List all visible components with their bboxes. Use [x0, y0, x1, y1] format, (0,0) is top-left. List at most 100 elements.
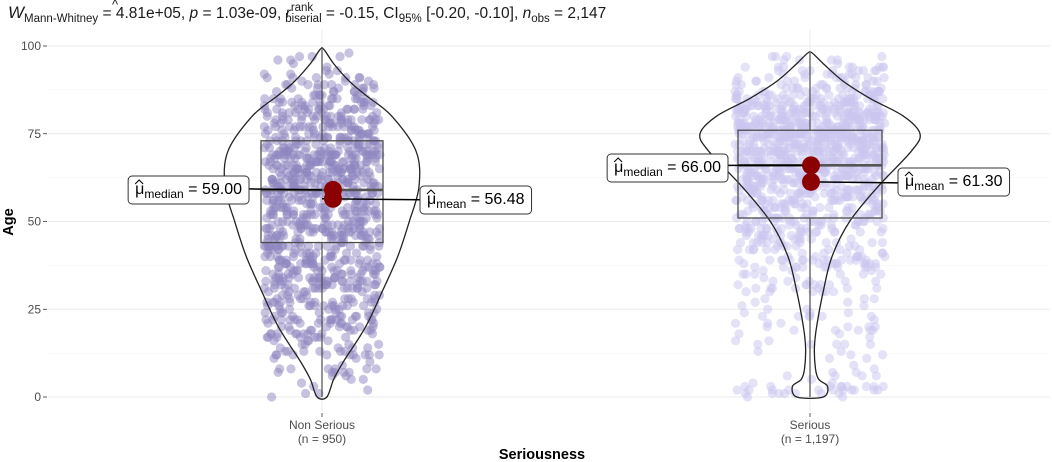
data-point: [272, 329, 283, 339]
data-point: [369, 318, 379, 328]
data-point: [863, 73, 873, 83]
data-point: [335, 230, 345, 241]
mean-point: [324, 189, 342, 208]
data-point: [801, 118, 811, 128]
data-point: [789, 76, 800, 86]
data-point: [297, 101, 307, 111]
data-point: [853, 325, 863, 335]
hat-accent: [904, 171, 914, 177]
data-point: [731, 336, 741, 346]
data-point: [826, 55, 837, 65]
data-point: [879, 150, 889, 160]
data-point: [362, 283, 372, 293]
data-point: [797, 66, 808, 76]
data-point: [269, 336, 279, 346]
data-point: [357, 115, 367, 125]
box: [737, 129, 883, 219]
y-tick-label: 50: [28, 215, 42, 229]
data-point: [282, 202, 292, 213]
data-point: [290, 245, 300, 255]
y-tick-label: 75: [28, 127, 42, 141]
data-point: [840, 276, 850, 286]
data-point: [346, 227, 356, 237]
data-point: [843, 322, 853, 332]
data-point: [301, 388, 311, 399]
data-point: [286, 55, 296, 65]
data-point: [758, 230, 768, 241]
data-point: [338, 301, 348, 311]
data-point: [269, 353, 279, 363]
data-point: [824, 202, 834, 213]
data-point: [307, 122, 317, 132]
data-point: [362, 364, 372, 374]
data-point: [368, 259, 378, 269]
data-point: [324, 122, 334, 132]
r-sup: rank: [291, 2, 314, 14]
data-point: [779, 185, 789, 195]
data-point: [358, 104, 368, 114]
data-point: [835, 269, 846, 279]
data-point: [284, 146, 294, 156]
data-point: [374, 339, 384, 349]
data-point: [280, 346, 290, 356]
data-point: [266, 153, 276, 163]
data-point: [850, 185, 860, 195]
data-point: [768, 276, 778, 286]
data-point: [858, 269, 869, 279]
data-point: [309, 381, 319, 392]
data-point: [808, 255, 818, 265]
data-point: [870, 262, 881, 272]
data-point: [733, 280, 743, 290]
data-point: [365, 227, 375, 237]
stat-label: μmedian = 59.00: [127, 175, 250, 205]
data-point: [748, 378, 758, 388]
data-point: [827, 378, 837, 388]
data-point: [375, 223, 385, 234]
data-point: [274, 269, 284, 279]
data-point: [347, 315, 358, 325]
data-point: [818, 80, 828, 90]
y-axis: 0 25 50 75 100: [21, 39, 47, 404]
data-point: [869, 315, 879, 325]
data-point: [375, 150, 385, 160]
data-point: [871, 171, 881, 181]
data-point: [877, 238, 888, 248]
data-point: [764, 195, 774, 205]
data-point: [335, 51, 345, 62]
data-point: [350, 206, 360, 216]
data-point: [828, 367, 838, 377]
data-point: [800, 202, 810, 213]
data-point: [826, 132, 836, 142]
data-point: [335, 318, 345, 328]
data-point: [843, 94, 853, 104]
mu-symbol: μ: [614, 159, 623, 176]
data-point: [767, 51, 777, 62]
data-point: [859, 294, 869, 304]
data-point: [322, 62, 332, 72]
n-sub: obs: [531, 13, 550, 25]
data-point: [344, 339, 354, 349]
data-point: [284, 322, 294, 332]
mu-symbol: μ: [427, 191, 436, 208]
data-point: [800, 73, 810, 83]
data-point: [362, 199, 372, 209]
data-point: [807, 206, 818, 216]
data-point: [316, 315, 326, 325]
data-point: [785, 255, 795, 265]
data-point: [349, 87, 359, 97]
data-point: [878, 350, 888, 360]
data-point: [794, 55, 805, 65]
data-point: [828, 66, 838, 76]
data-point: [370, 280, 381, 290]
stat-label-box: [606, 153, 729, 183]
data-point: [855, 209, 865, 220]
data-point: [876, 269, 886, 279]
data-point: [734, 329, 744, 339]
data-point: [840, 339, 850, 349]
data-point: [869, 364, 879, 374]
data-point: [763, 318, 773, 328]
data-point: [766, 146, 776, 156]
data-point: [748, 202, 758, 213]
data-point: [865, 87, 875, 97]
data-point: [316, 332, 326, 342]
